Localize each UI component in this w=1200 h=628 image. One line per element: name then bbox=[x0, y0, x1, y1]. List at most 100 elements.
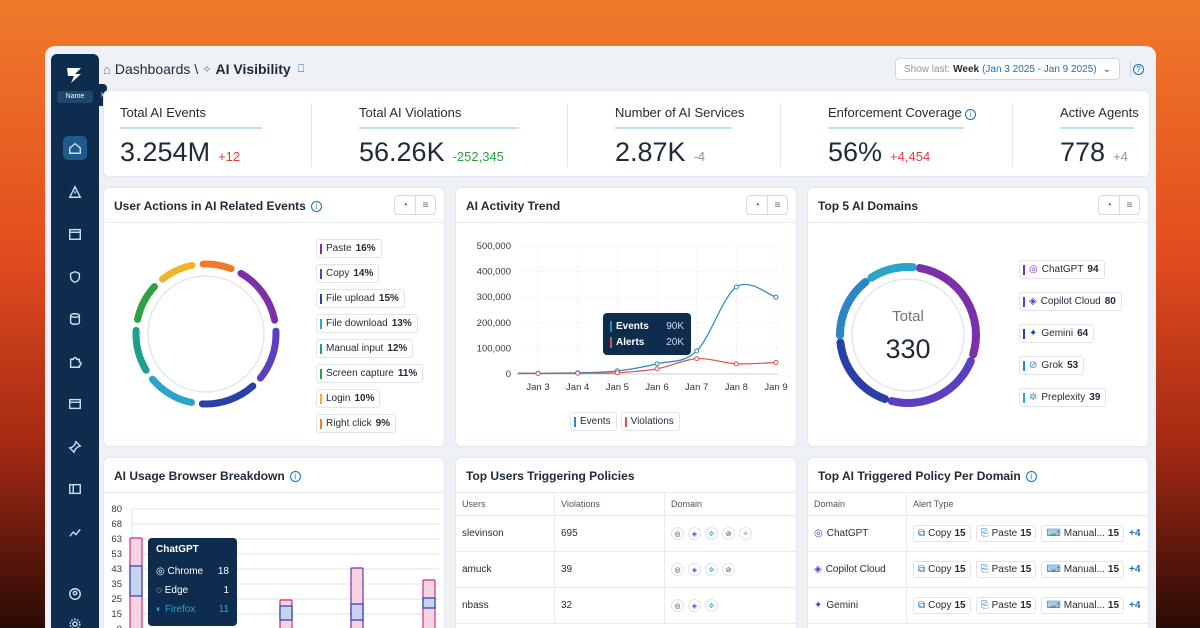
database-icon[interactable] bbox=[63, 307, 87, 331]
user-icon[interactable] bbox=[63, 582, 87, 606]
sidebar-toggle-button[interactable]: › bbox=[97, 84, 107, 106]
donut-segment-grok[interactable] bbox=[836, 277, 870, 340]
legend-events[interactable]: Events bbox=[570, 412, 617, 431]
legend-item[interactable]: Login 10% bbox=[316, 389, 381, 408]
legend-item[interactable]: Manual input 12% bbox=[316, 339, 414, 358]
donut-segment-preplexity[interactable] bbox=[867, 263, 917, 282]
donut-segment-login[interactable] bbox=[159, 261, 196, 283]
bookmark-icon[interactable]: ⎕ bbox=[297, 62, 305, 75]
claude-icon: ✧ bbox=[739, 527, 752, 540]
donut-segment-screen-capture[interactable] bbox=[134, 283, 158, 323]
info-icon[interactable]: i bbox=[289, 470, 301, 482]
domain-icons: ◎ ◈ ✲ ⊘ ✧ bbox=[664, 516, 796, 551]
alert-chip[interactable]: ⧉ Copy 15 bbox=[913, 597, 971, 614]
domain-icon: ✲ bbox=[1029, 392, 1038, 403]
more-count[interactable]: +4 bbox=[1129, 564, 1141, 575]
data-point[interactable] bbox=[773, 359, 779, 365]
legend-item[interactable]: ◎ ChatGPT 94 bbox=[1019, 260, 1105, 279]
alert-chip[interactable]: ⧉ Copy 15 bbox=[913, 525, 971, 542]
donut-segment-file-upload[interactable] bbox=[198, 382, 257, 408]
more-count[interactable]: +4 bbox=[1129, 600, 1141, 611]
list-view-icon[interactable]: ≡ bbox=[767, 196, 787, 214]
list-view-icon[interactable]: ≡ bbox=[1119, 196, 1139, 214]
data-point[interactable] bbox=[614, 370, 620, 376]
data-point[interactable] bbox=[535, 370, 541, 376]
home-icon[interactable]: ⌂ bbox=[103, 61, 111, 77]
donut-segment-copy[interactable] bbox=[256, 327, 280, 382]
paste-icon: ⎘ bbox=[980, 528, 989, 539]
donut-view-icon[interactable]: ◔ bbox=[1105, 199, 1113, 211]
alert-chip[interactable]: ⌨ Manual... 15 bbox=[1041, 597, 1125, 614]
donut-segment-right-click[interactable] bbox=[199, 260, 235, 273]
legend-item[interactable]: Paste 16% bbox=[316, 239, 382, 258]
legend-item[interactable]: ✦ Gemini 64 bbox=[1019, 324, 1095, 343]
chatgpt-icon: ◎ bbox=[671, 527, 684, 540]
data-point[interactable] bbox=[733, 361, 739, 367]
alert-chip[interactable]: ⧉ Copy 15 bbox=[913, 561, 971, 578]
donut-segment-copilot-cloud[interactable] bbox=[887, 357, 975, 407]
donut-segment-chatgpt[interactable] bbox=[915, 264, 980, 359]
donut-segment-manual-input[interactable] bbox=[132, 326, 150, 374]
more-count[interactable]: +4 bbox=[1129, 528, 1141, 539]
chart-icon[interactable] bbox=[63, 520, 87, 544]
legend-item[interactable]: File upload 15% bbox=[316, 289, 405, 308]
y-tick-label: 15 bbox=[111, 609, 122, 620]
donut-segment-gemini[interactable] bbox=[836, 338, 889, 403]
domain-icons: ◎ ◈ ✲ ⊘ bbox=[664, 552, 796, 587]
table-row[interactable]: ◎ ChatGPT ⧉ Copy 15 ⎘ Paste 15 ⌨ Manual... 15 +… bbox=[808, 516, 1148, 552]
table-row[interactable]: slevinson 695 ◎ ◈ ✲ ⊘ ✧ bbox=[456, 516, 796, 552]
puzzle-icon[interactable] bbox=[63, 350, 87, 374]
table-row[interactable]: amuck 39 ◎ ◈ ✲ ⊘ bbox=[456, 552, 796, 588]
data-point[interactable] bbox=[654, 366, 660, 372]
chart-view-icon[interactable]: ◔ bbox=[753, 199, 761, 211]
legend-item[interactable]: Right click 9% bbox=[316, 414, 397, 433]
legend-item[interactable]: ◈ Copilot Cloud 80 bbox=[1019, 292, 1122, 311]
shield-icon[interactable] bbox=[63, 265, 87, 289]
x-tick-label: Jan 8 bbox=[725, 382, 748, 393]
chrome-icon: ◎ bbox=[156, 566, 165, 577]
alert-chip[interactable]: ⎘ Paste 15 bbox=[975, 525, 1037, 542]
alert-chip[interactable]: ⎘ Paste 15 bbox=[975, 561, 1037, 578]
data-point[interactable] bbox=[575, 370, 581, 376]
panel-icon[interactable] bbox=[63, 477, 87, 501]
user-actions-card: User Actions in AI Related Events i ◔ ≡ Pa… bbox=[103, 187, 445, 447]
home-icon[interactable] bbox=[63, 136, 87, 160]
info-icon[interactable]: i bbox=[1025, 470, 1037, 482]
pin-icon[interactable] bbox=[63, 435, 87, 459]
firefox-icon: ◐ bbox=[156, 604, 163, 615]
legend-item[interactable]: Copy 14% bbox=[316, 264, 380, 283]
legend-item[interactable]: ⊘ Grok 53 bbox=[1019, 356, 1085, 375]
alert-chip[interactable]: ⌨ Manual... 15 bbox=[1041, 561, 1125, 578]
legend-item[interactable]: ✲ Preplexity 39 bbox=[1019, 388, 1107, 407]
alert-chip[interactable]: ⌨ Manual... 15 bbox=[1041, 525, 1125, 542]
legend-item[interactable]: File download 13% bbox=[316, 314, 418, 333]
info-icon[interactable]: i bbox=[965, 109, 977, 120]
table-row[interactable]: nbass 32 ◎ ◈ ✲ bbox=[456, 588, 796, 624]
data-point[interactable] bbox=[654, 361, 660, 367]
data-point[interactable] bbox=[773, 294, 779, 300]
workspace-name[interactable]: Name bbox=[57, 91, 93, 103]
data-point[interactable] bbox=[694, 348, 700, 354]
alert-chip[interactable]: ⎘ Paste 15 bbox=[975, 597, 1037, 614]
window-icon[interactable] bbox=[63, 392, 87, 416]
breadcrumb-root[interactable]: Dashboards bbox=[114, 61, 191, 77]
data-point[interactable] bbox=[733, 284, 739, 290]
calendar-icon[interactable] bbox=[63, 222, 87, 246]
date-range-select[interactable]: Show last: Week (Jan 3 2025 - Jan 9 2025… bbox=[894, 58, 1120, 80]
copilot-icon: ◈ bbox=[688, 563, 701, 576]
donut-segment-paste[interactable] bbox=[237, 269, 279, 324]
table-row[interactable]: ✦ Gemini ⧉ Copy 15 ⎘ Paste 15 ⌨ Manual... 15 +4 bbox=[808, 588, 1148, 624]
info-icon[interactable]: i bbox=[310, 200, 322, 212]
keyboard-icon: ⌨ bbox=[1046, 528, 1061, 539]
help-icon[interactable]: ? bbox=[1130, 61, 1146, 77]
donut-view-icon[interactable]: ◔ bbox=[401, 199, 409, 211]
alert-icon[interactable] bbox=[63, 180, 87, 204]
list-view-icon[interactable]: ≡ bbox=[415, 196, 435, 214]
data-point[interactable] bbox=[694, 356, 700, 362]
donut-segment-file-download[interactable] bbox=[149, 375, 195, 406]
settings-icon[interactable] bbox=[63, 612, 87, 628]
legend-item[interactable]: Screen capture 11% bbox=[316, 364, 424, 383]
domain-icon: ⊘ bbox=[1029, 360, 1038, 371]
table-row[interactable]: ◈ Copilot Cloud ⧉ Copy 15 ⎘ Paste 15 ⌨ Manual.… bbox=[808, 552, 1148, 588]
legend-violations[interactable]: Violations bbox=[620, 412, 680, 431]
